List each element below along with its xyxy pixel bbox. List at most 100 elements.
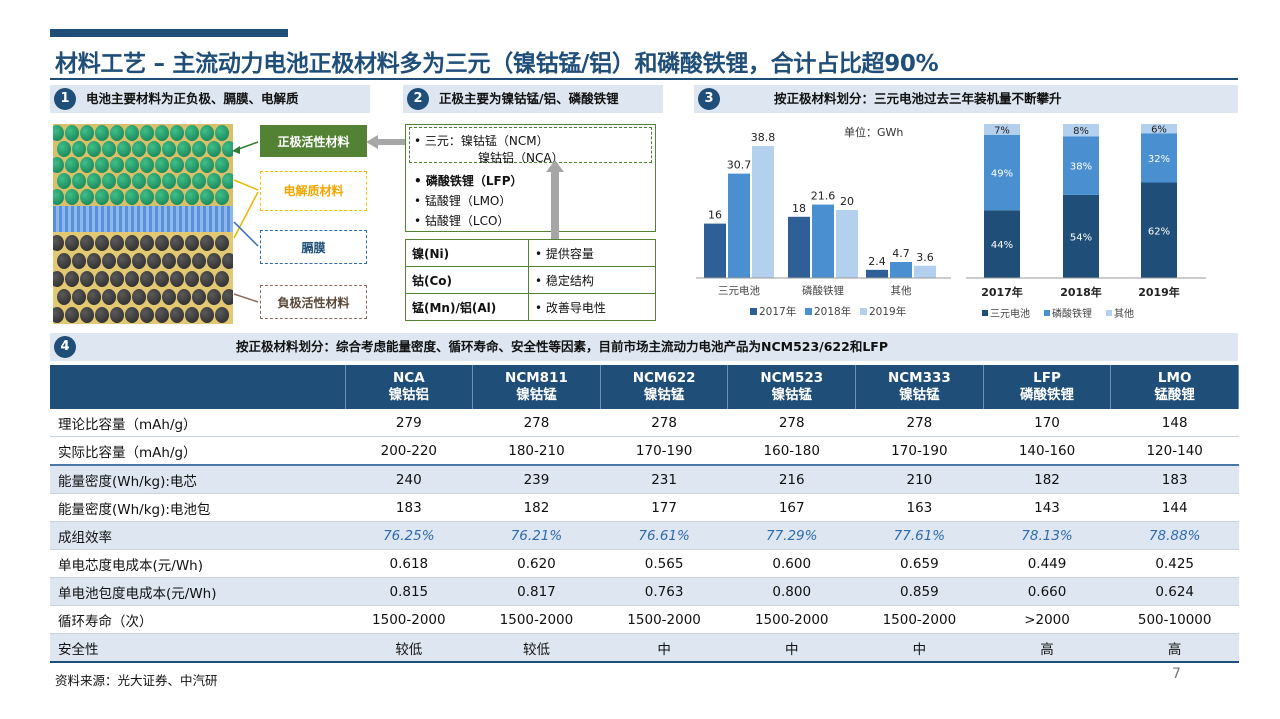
row-label: 成组效率 [50,521,345,550]
table-cell: 77.29% [727,521,856,550]
table-cell: 144 [1110,493,1239,522]
bar [914,265,936,278]
table-cell: 216 [727,465,856,494]
table-cell: 170 [983,409,1111,437]
anode-particle [200,235,214,251]
table-cell: 较低 [472,633,601,663]
table-cell: 0.817 [472,577,601,606]
segment-label: 62% [1148,226,1170,237]
table-cell: 177 [600,493,728,522]
cathode-particle [185,157,199,173]
table-cell: 278 [855,409,984,437]
table-header-cell: LMO 锰酸锂 [1110,365,1239,409]
cathode-particle [95,125,109,141]
table-cell: 167 [727,493,856,522]
cathode-particle [177,141,191,157]
bar-value-label: 18 [792,202,806,215]
cathode-particle [53,189,64,205]
table-header-row: NCA 镍钴铝 NCM811 镍钴锰 NCM622 镍钴锰 NCM523 镍钴锰 NCM333 镍… [50,365,1239,409]
cathode-particle [110,157,124,173]
stacked-segment [1063,194,1099,278]
table-cell: 1500-2000 [472,605,601,634]
category-label: 2018年 [1060,285,1102,299]
diagram-arrows [232,141,259,303]
stacked-segment [1141,124,1177,134]
table-cell: 231 [600,465,728,494]
table-cell: 182 [472,493,601,522]
cathode-particle [110,189,124,205]
section-1-header: 1 电池主要材料为正负极、膈膜、电解质 [50,85,370,113]
bar-value-label: 4.7 [892,247,910,260]
element-row: 钴(Co) • 稳定结构 [405,266,656,294]
cathode-particle [147,173,161,189]
anode-particle [162,253,176,269]
table-cell: 76.61% [600,521,728,550]
cathode-particle [80,189,94,205]
anode-particle [125,271,139,287]
anode-particle [200,307,214,323]
table-cell: 0.763 [600,577,728,606]
anode-particle [125,235,139,251]
cathode-particle [80,125,94,141]
header-chemistry: 镍钴锰 [771,387,812,403]
anode-particle [155,271,169,287]
cathode-particle [147,141,161,157]
header-code: NCM811 [505,370,568,386]
anode-particle [110,271,124,287]
title-underline [50,78,1238,80]
element-name: 锰(Mn)/铝(Al) [405,293,529,321]
anode-particle [65,307,79,323]
cathode-particle [200,157,214,173]
table-cell: 中 [727,633,856,663]
anode-particle [222,289,233,305]
table-cell: 76.21% [472,521,601,550]
table-cell: 高 [1110,633,1239,663]
separator-label: 膈膜 [260,230,367,264]
table-cell: 120-140 [1110,436,1239,466]
cathode-arrowhead [232,146,240,154]
header-chemistry: 镍钴锰 [643,387,685,403]
cathode-particle [72,173,86,189]
table-cell: 163 [855,493,984,522]
element-row: 镍(Ni) • 提供容量 [405,239,656,267]
ternary-line-2: 镍钴铝（NCA） [478,151,564,165]
section-4-header: 4 按正极材料划分：综合考虑能量密度、循环寿命、安全性等因素，目前市场主流动力电… [50,333,1238,361]
cathode-particle [222,173,233,189]
cathode-particle [207,173,221,189]
anode-particle [87,253,101,269]
table-header-cell: NCM333 镍钴锰 [855,365,984,409]
unit-label: 单位：GWh [844,125,903,139]
cathode-particle [155,189,169,205]
link-arrow [366,135,406,149]
section-1-number: 1 [54,88,76,110]
row-label: 实际比容量（mAh/g） [50,436,345,466]
cathode-particle [185,189,199,205]
table-row: 成组效率 76.25% 76.21% 76.61% 77.29% 77.61% 78.13%… [50,521,1239,550]
anode-particle [215,235,229,251]
stacked-segment [1063,136,1099,195]
separator-arrow [233,221,259,247]
table-row: 能量密度(Wh/kg):电芯 240 239 231 216 210 182 183 [50,465,1239,494]
row-label: 能量密度(Wh/kg):电池包 [50,493,345,522]
table-cell: 0.618 [345,549,473,578]
anode-particle [155,235,169,251]
anode-particle [147,289,161,305]
table-cell: 0.624 [1110,577,1239,606]
lmo-item: • 锰酸锂（LMO） [414,194,512,208]
table-cell: 140-160 [983,436,1111,466]
cathode-particle [110,125,124,141]
ternary-line-1: • 三元：镍钴锰（NCM） [414,134,549,148]
cathode-particle [170,189,184,205]
page-title: 材料工艺 – 主流动力电池正极材料多为三元（镍钴锰/铝）和磷酸铁锂，合计占比超9… [55,51,939,77]
category-label: 2019年 [1138,285,1180,299]
lfp-item: • 磷酸铁锂（LFP） [414,174,523,188]
anode-particle [147,253,161,269]
segment-label: 8% [1073,126,1089,137]
table-cell: 76.25% [345,521,473,550]
cathode-particle [215,189,229,205]
anode-particle [185,271,199,287]
cathode-particle [155,125,169,141]
table-cell: >2000 [983,605,1111,634]
segment-label: 6% [1151,125,1167,136]
section-1-title: 电池主要材料为正负极、膈膜、电解质 [86,91,299,106]
